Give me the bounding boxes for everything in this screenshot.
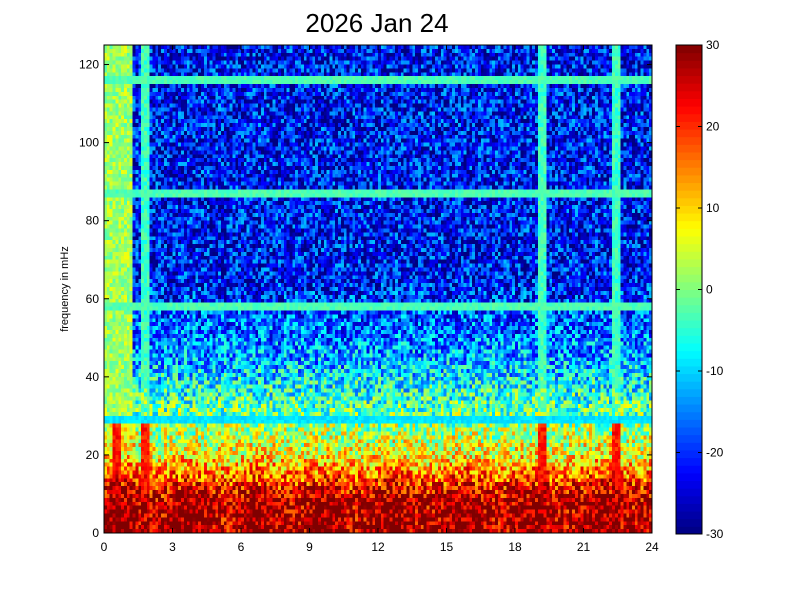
- colorbar-swatch: [676, 320, 702, 329]
- colorbar-swatch: [676, 151, 702, 161]
- colorbar-swatch: [676, 144, 702, 153]
- colorbar-swatch: [676, 419, 702, 428]
- colorbar-tick-label: 10: [706, 201, 720, 215]
- x-axis: 0 3 6 9 12 15 18 21 24: [101, 45, 659, 554]
- colorbar-swatch: [676, 381, 702, 390]
- x-tick-label: 3: [169, 540, 176, 554]
- y-axis: 0 20 40 60 80 100 120: [79, 58, 652, 540]
- colorbar-swatch: [676, 472, 702, 482]
- y-tick-label: 120: [79, 58, 99, 72]
- colorbar-swatch: [676, 75, 702, 84]
- colorbar-swatch: [676, 342, 702, 352]
- colorbar-swatch: [676, 205, 702, 214]
- x-tick-label: 24: [645, 540, 659, 554]
- colorbar-swatch: [676, 213, 702, 222]
- colorbar-swatch: [676, 60, 702, 69]
- colorbar-swatch: [676, 90, 702, 99]
- colorbar-swatch: [676, 457, 702, 466]
- colorbar-swatch: [676, 518, 702, 527]
- colorbar-swatch: [676, 251, 702, 260]
- y-axis-label: frequency in mHz: [59, 246, 71, 332]
- colorbar-swatch: [676, 396, 702, 405]
- colorbar-swatch: [676, 106, 702, 115]
- colorbar-swatch: [676, 350, 702, 359]
- colorbar-swatch: [676, 365, 702, 375]
- y-tick-label: 0: [92, 526, 99, 540]
- colorbar-swatch: [676, 388, 702, 397]
- x-tick-label: 9: [306, 540, 313, 554]
- y-tick-label: 100: [79, 136, 99, 150]
- colorbar-swatch: [676, 236, 702, 245]
- colorbar-swatch: [676, 159, 702, 168]
- colorbar-swatch: [676, 136, 702, 145]
- y-tick-label: 80: [86, 214, 100, 228]
- colorbar-swatch: [676, 404, 702, 413]
- colorbar-swatch: [676, 488, 702, 497]
- colorbar-swatch: [676, 312, 702, 321]
- heatmap-cells: [104, 45, 652, 533]
- x-tick-label: 6: [238, 540, 245, 554]
- x-tick-label: 15: [440, 540, 454, 554]
- x-tick-label: 21: [577, 540, 591, 554]
- colorbar-swatch: [676, 67, 702, 77]
- colorbar-swatch: [676, 266, 702, 275]
- colorbar-swatch: [676, 274, 702, 283]
- chart-title: 2026 Jan 24: [305, 8, 448, 38]
- colorbar-swatch: [676, 327, 702, 336]
- colorbar-swatch: [676, 220, 702, 229]
- colorbar-tick-label: 30: [706, 38, 720, 52]
- heatmap-plot: [104, 45, 652, 533]
- colorbar-swatch: [676, 258, 702, 268]
- colorbar-swatch: [676, 411, 702, 420]
- colorbar-swatch: [676, 167, 702, 176]
- colorbar-swatch: [676, 174, 702, 184]
- colorbar-swatch: [676, 335, 702, 344]
- colorbar-swatch: [676, 465, 702, 474]
- colorbar-swatch: [676, 511, 702, 520]
- colorbar-swatch: [676, 83, 702, 92]
- colorbar-swatch: [676, 182, 702, 191]
- colorbar-swatch: [676, 358, 702, 367]
- colorbar-swatch: [676, 243, 702, 252]
- colorbar-axis: 30 20 10 0 -10 -20 -30: [676, 38, 724, 541]
- colorbar-swatch: [676, 480, 702, 489]
- colorbar-tick-label: 0: [706, 283, 713, 297]
- y-tick-label: 40: [86, 370, 100, 384]
- colorbar-tick-label: -20: [706, 446, 724, 460]
- y-tick-label: 20: [86, 448, 100, 462]
- x-tick-label: 18: [508, 540, 522, 554]
- colorbar-swatch: [676, 503, 702, 512]
- x-tick-label: 12: [371, 540, 385, 554]
- colorbar-swatch: [676, 98, 702, 107]
- colorbar-swatch: [676, 281, 702, 290]
- x-tick-label: 0: [101, 540, 108, 554]
- colorbar-swatch: [676, 434, 702, 443]
- colorbar-tick-label: -30: [706, 527, 724, 541]
- colorbar-swatch: [676, 442, 702, 451]
- colorbar-swatch: [676, 297, 702, 306]
- colorbar-swatch: [676, 449, 702, 459]
- y-tick-label: 60: [86, 292, 100, 306]
- colorbar-tick-label: 20: [706, 120, 720, 134]
- colorbar-swatch: [676, 289, 702, 298]
- colorbar-swatch: [676, 129, 702, 138]
- colorbar-swatch: [676, 495, 702, 504]
- colorbar-swatch: [676, 304, 702, 313]
- colorbar-tick-label: -10: [706, 364, 724, 378]
- colorbar-swatch: [676, 52, 702, 61]
- colorbar: [676, 45, 702, 535]
- colorbar-swatch: [676, 228, 702, 237]
- colorbar-swatch: [676, 197, 702, 206]
- colorbar-swatch: [676, 427, 702, 436]
- colorbar-swatch: [676, 373, 702, 382]
- colorbar-swatch: [676, 121, 702, 130]
- colorbar-swatch: [676, 190, 702, 199]
- colorbar-swatch: [676, 45, 702, 54]
- colorbar-swatch: [676, 526, 702, 535]
- colorbar-swatch: [676, 113, 702, 122]
